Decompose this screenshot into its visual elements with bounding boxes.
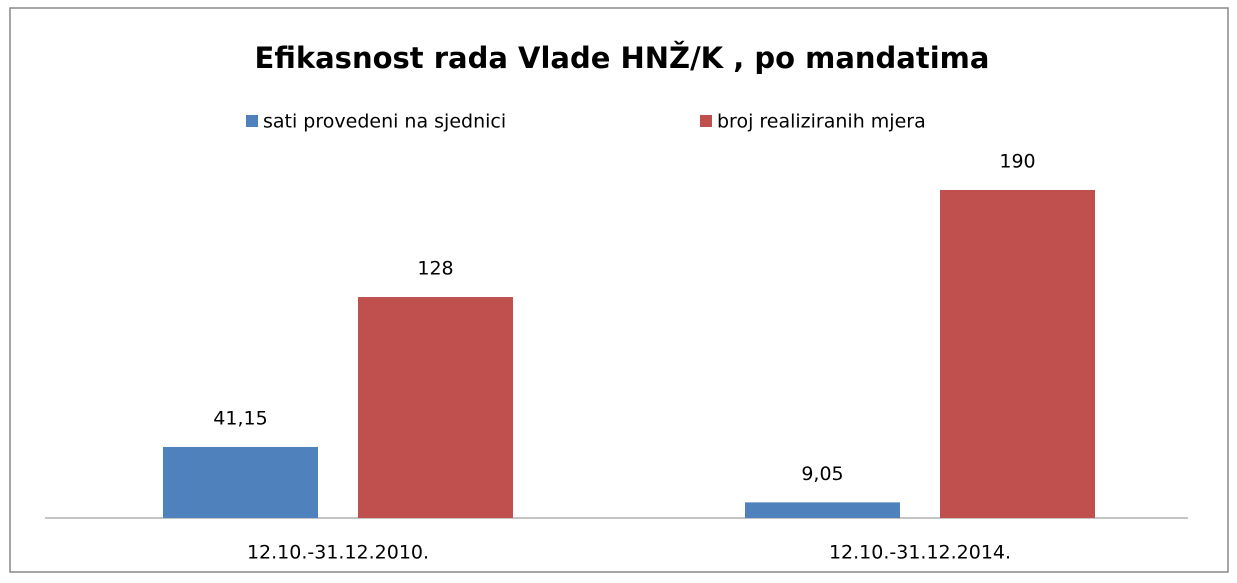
x-tick-label: 12.10.-31.12.2014. [829,542,1011,564]
data-label: 190 [999,151,1035,173]
legend-swatch [700,115,712,127]
x-tick-label: 12.10.-31.12.2010. [247,542,429,564]
data-label: 9,05 [801,463,843,485]
legend-label: broj realiziranih mjera [717,111,926,133]
data-label: 128 [417,258,453,280]
data-label: 41,15 [213,407,267,429]
legend-swatch [246,115,258,127]
bar [745,502,900,518]
bar [163,446,318,518]
chart-title: Efikasnost rada Vlade HNŽ/K , po mandati… [255,41,990,75]
bar [358,297,513,518]
legend-label: sati provedeni na sjednici [263,111,506,133]
bar [940,190,1095,518]
